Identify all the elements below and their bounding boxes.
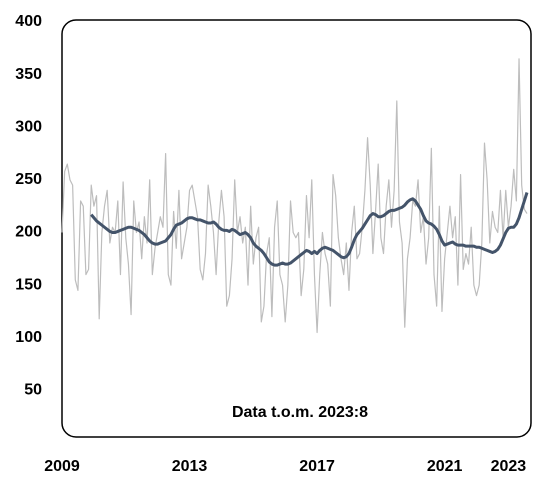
y-tick-label: 250 — [15, 171, 42, 188]
x-tick-label: 2009 — [44, 458, 80, 475]
y-tick-label: 300 — [15, 118, 42, 135]
x-tick-label: 2013 — [172, 458, 208, 475]
y-tick-label: 400 — [15, 13, 42, 30]
y-tick-label: 100 — [15, 329, 42, 346]
x-tick-label: 2017 — [299, 458, 335, 475]
x-tick-label: 2023 — [491, 458, 527, 475]
y-tick-label: 50 — [24, 382, 42, 399]
y-tick-label: 150 — [15, 276, 42, 293]
data-line — [90, 192, 529, 267]
annotation: Data t.o.m. 2023:8 — [232, 404, 368, 421]
y-tick-label: 350 — [15, 66, 42, 83]
x-tick-label: 2021 — [427, 458, 463, 475]
y-tick-label: 200 — [15, 224, 42, 241]
data-line — [61, 58, 528, 334]
